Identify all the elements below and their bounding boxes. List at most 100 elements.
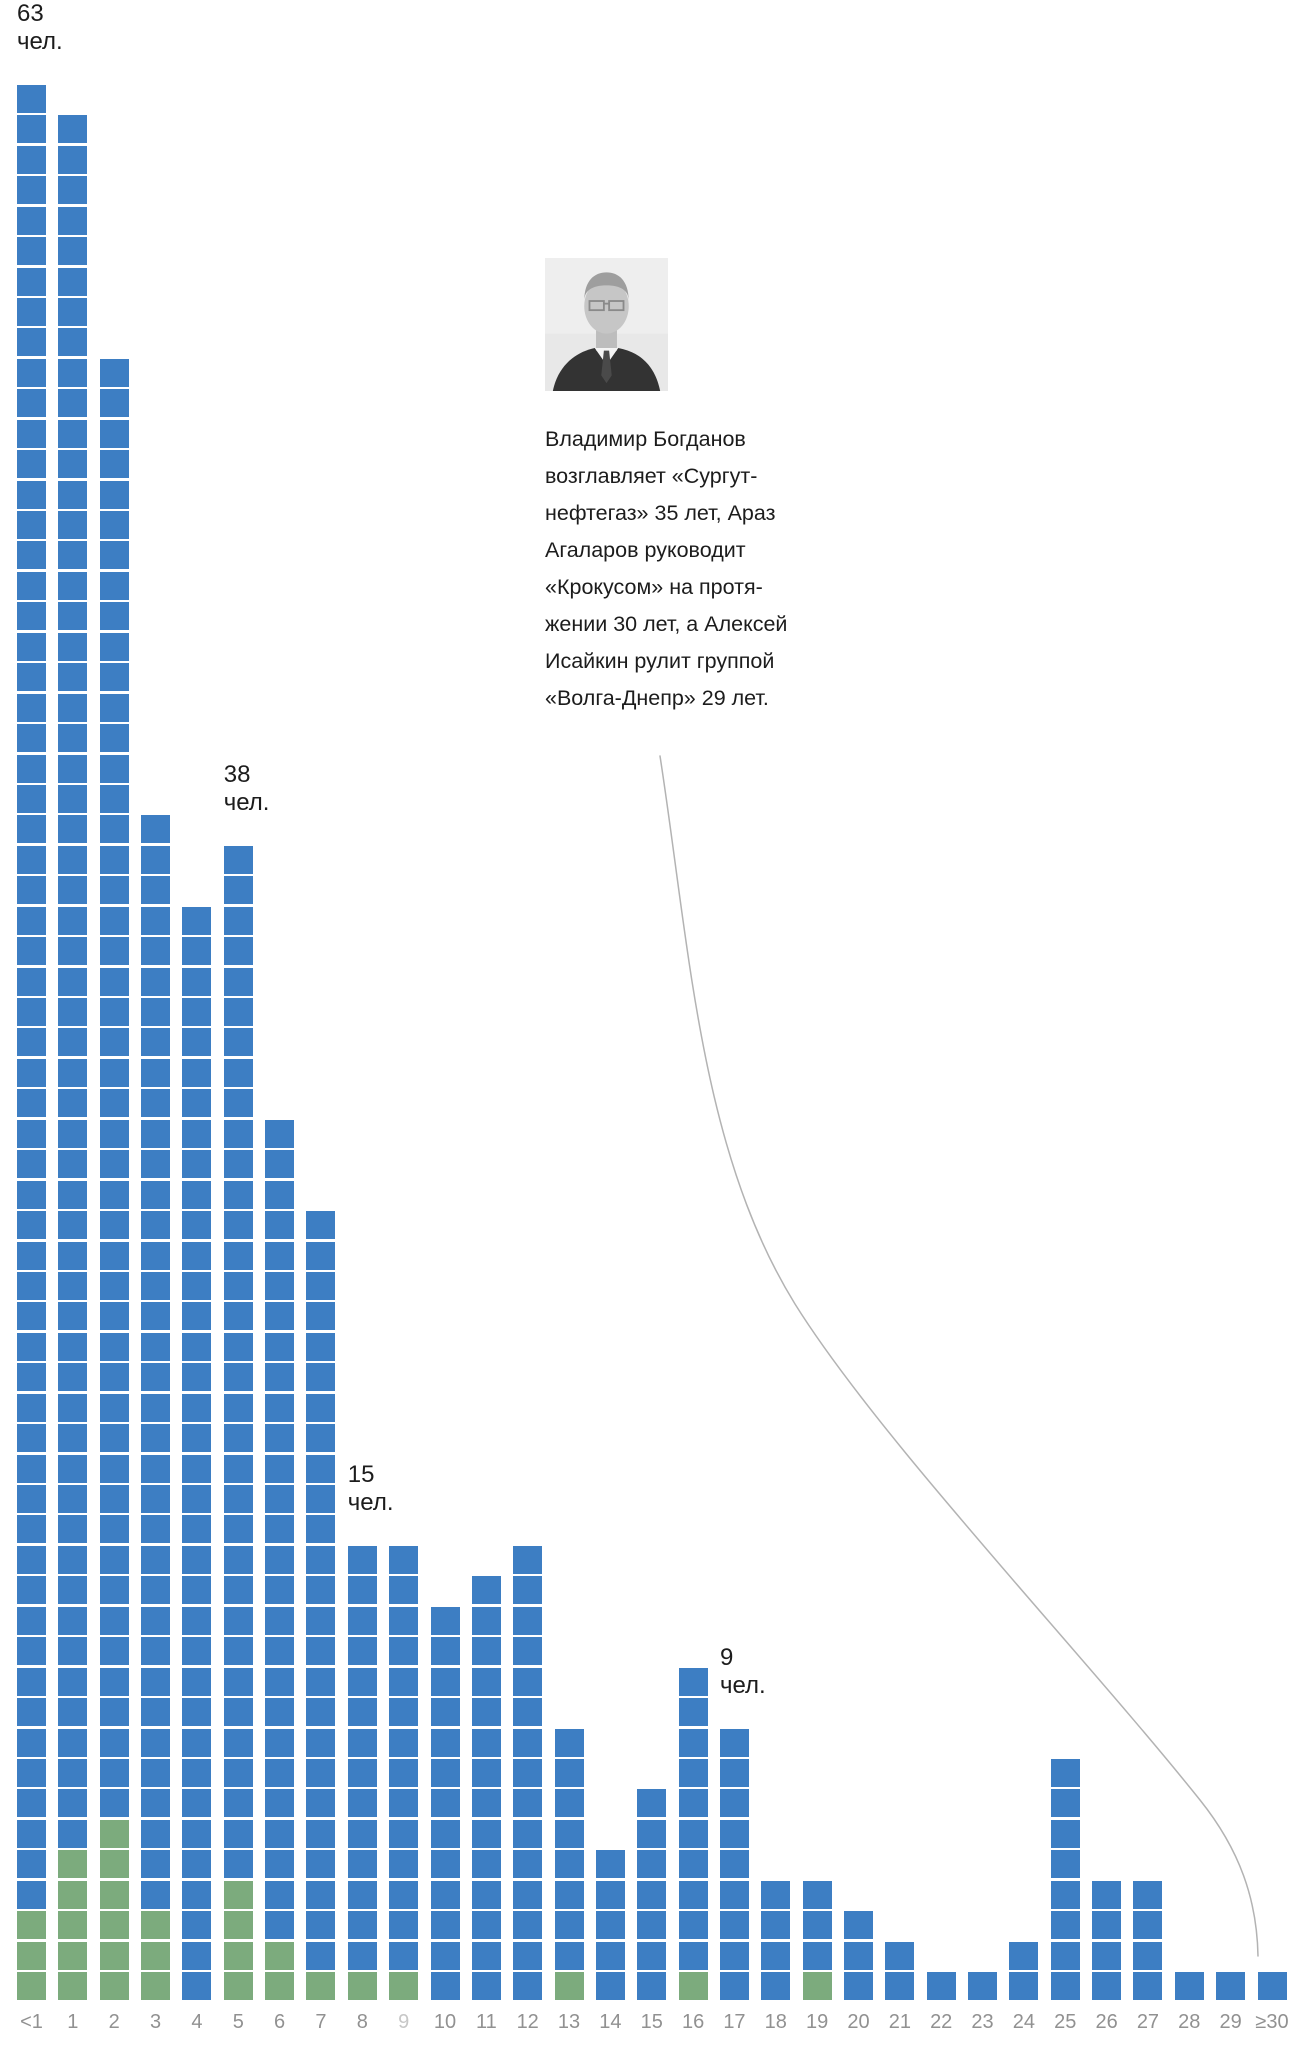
unit-cell-blue (99, 1119, 129, 1148)
unit-cell-blue (182, 1911, 212, 1940)
unit-cell-blue (58, 876, 88, 905)
unit-cell-blue (678, 1819, 708, 1848)
unit-cell-blue (17, 237, 46, 266)
unit-cell-blue (265, 1515, 295, 1544)
unit-cell-blue (58, 1545, 88, 1574)
unit-cell-blue (58, 754, 88, 783)
unit-cell-green (58, 1850, 88, 1879)
x-axis-label: 21 (888, 2011, 911, 2033)
unit-cell-blue (223, 845, 253, 874)
unit-cell-blue (265, 1454, 295, 1483)
unit-cell-blue (265, 1789, 295, 1818)
unit-cell-blue (141, 1485, 171, 1513)
bar-column (554, 1728, 584, 2000)
unit-cell-blue (223, 1545, 253, 1574)
x-axis-label: 6 (274, 2011, 286, 2033)
unit-cell-blue (182, 1819, 212, 1848)
unit-cell-blue (182, 1789, 212, 1818)
unit-cell-blue (141, 1180, 171, 1209)
unit-cell-blue (306, 1637, 336, 1666)
unit-cell-blue (223, 937, 253, 966)
unit-cell-blue (223, 1180, 253, 1209)
unit-cell-blue (265, 1728, 295, 1757)
unit-cell-blue (182, 1363, 212, 1392)
unit-cell-blue (223, 1606, 253, 1635)
bar-column (430, 1606, 460, 2000)
bar-column (17, 84, 46, 2000)
unit-cell-blue (761, 1911, 791, 1940)
unit-cell-blue (223, 998, 253, 1026)
unit-cell-blue (99, 602, 129, 631)
unit-cell-blue (223, 906, 253, 935)
x-axis-label: 5 (232, 2011, 244, 2033)
unit-cell-blue (58, 1758, 88, 1787)
x-axis-label: 18 (764, 2011, 787, 2033)
x-axis-label: 10 (433, 2011, 457, 2033)
unit-cell-blue (430, 1758, 460, 1787)
bar-count-annotation: 9 чел. (720, 1644, 766, 1700)
unit-cell-blue (306, 1545, 336, 1574)
unit-cell-blue (141, 876, 171, 905)
unit-cell-blue (182, 1241, 212, 1270)
unit-cell-blue (99, 1758, 129, 1787)
unit-cell-blue (17, 206, 46, 235)
unit-cell-blue (58, 541, 88, 570)
bar-column (347, 1545, 377, 2000)
unit-cell-blue (347, 1880, 377, 1909)
unit-cell-blue (389, 1576, 419, 1605)
x-axis-label: 2 (108, 2011, 120, 2033)
x-axis-label: 27 (1136, 2011, 1160, 2033)
unit-cell-blue (223, 1667, 253, 1696)
unit-cell-blue (471, 1698, 501, 1727)
unit-cell-blue (554, 1850, 584, 1879)
x-axis-label: 16 (681, 2011, 705, 2033)
unit-cell-blue (58, 237, 88, 266)
unit-cell-blue (182, 1393, 212, 1422)
x-axis-label: 17 (723, 2011, 746, 2033)
unit-cell-blue (265, 1545, 295, 1574)
bar-count-annotation: 15 чел. (348, 1461, 394, 1517)
bar-column (141, 815, 171, 2000)
unit-cell-blue (430, 1880, 460, 1909)
bar-column (1092, 1880, 1122, 2000)
unit-cell-blue (99, 1667, 129, 1696)
unit-cell-blue (99, 1028, 129, 1057)
unit-cell-blue (99, 663, 129, 692)
unit-cell-green (99, 1911, 129, 1940)
unit-cell-blue (17, 1241, 46, 1270)
unit-cell-blue (99, 784, 129, 813)
unit-cell-blue (306, 1576, 336, 1605)
unit-cell-blue (17, 1454, 46, 1483)
unit-cell-blue (182, 1119, 212, 1148)
x-axis-label: 26 (1095, 2011, 1118, 2033)
unit-cell-blue (58, 1150, 88, 1179)
unit-cell-blue (141, 1606, 171, 1635)
unit-cell-blue (17, 541, 46, 570)
unit-cell-blue (471, 1972, 501, 2000)
unit-cell-blue (554, 1880, 584, 1909)
unit-cell-blue (58, 176, 88, 205)
unit-cell-blue (1050, 1911, 1080, 1940)
unit-cell-blue (719, 1850, 749, 1879)
bar-column (802, 1880, 832, 2000)
unit-cell-blue (265, 1606, 295, 1635)
unit-cell-blue (17, 693, 46, 722)
unit-cell-blue (471, 1850, 501, 1879)
unit-cell-blue (471, 1758, 501, 1787)
unit-cell-blue (513, 1698, 543, 1727)
bar-column (719, 1728, 749, 2000)
x-axis-label: 28 (1178, 2011, 1201, 2033)
x-axis-label: 4 (191, 2011, 203, 2033)
unit-cell-blue (1216, 1972, 1246, 2000)
unit-cell-blue (17, 1819, 46, 1848)
unit-cell-blue (678, 1728, 708, 1757)
unit-cell-blue (58, 1302, 88, 1331)
unit-cell-blue (58, 1028, 88, 1057)
unit-cell-blue (306, 1271, 336, 1300)
unit-cell-blue (389, 1758, 419, 1787)
unit-cell-blue (637, 1850, 667, 1879)
unit-cell-blue (17, 571, 46, 600)
unit-cell-blue (347, 1667, 377, 1696)
unit-cell-blue (17, 602, 46, 631)
unit-cell-blue (182, 998, 212, 1026)
